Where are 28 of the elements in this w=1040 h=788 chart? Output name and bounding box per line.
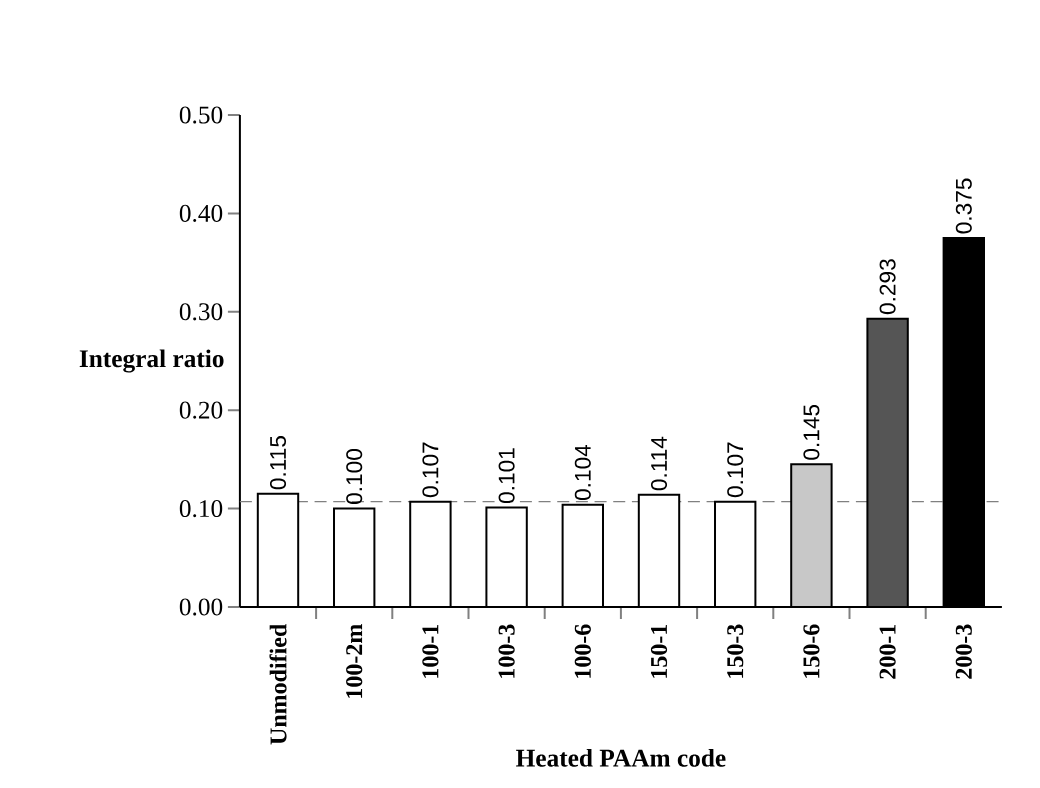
data-label: 0.107 xyxy=(422,442,439,498)
x-tick-label: Unmodified xyxy=(269,623,287,745)
x-tick-label: 150-3 xyxy=(727,624,744,678)
x-tick-label: 100-1 xyxy=(422,624,439,678)
y-tick-label: 0.40 xyxy=(179,204,223,222)
x-tick-label: 150-6 xyxy=(803,624,820,678)
y-tick-label: 0.20 xyxy=(179,401,223,419)
data-label: 0.375 xyxy=(955,178,972,234)
data-label: 0.114 xyxy=(650,436,668,491)
x-tick-label: 200-3 xyxy=(955,624,972,679)
data-label: 0.104 xyxy=(574,444,591,501)
x-tick-label: 200-1 xyxy=(879,624,896,679)
y-tick-label: 0.50 xyxy=(179,106,223,124)
x-tick-label: 100-3 xyxy=(498,624,515,678)
data-label: 0.145 xyxy=(803,404,820,460)
data-label: 0.107 xyxy=(727,442,744,498)
data-label: 0.100 xyxy=(346,449,363,505)
data-label: 0.101 xyxy=(498,448,515,504)
y-axis-title: Integral ratio xyxy=(79,349,224,373)
x-tick-label: 100-6 xyxy=(574,624,591,678)
data-label: 0.115 xyxy=(269,436,287,490)
x-tick-label: 150-1 xyxy=(650,624,668,678)
y-tick-label: 0.10 xyxy=(179,500,223,518)
data-label: 0.293 xyxy=(879,259,896,315)
x-tick-label: 100-2m xyxy=(346,624,363,698)
y-tick-label: 0.00 xyxy=(179,598,223,616)
x-axis-title: Heated PAAm code xyxy=(516,748,726,767)
y-tick-label: 0.30 xyxy=(179,303,223,321)
